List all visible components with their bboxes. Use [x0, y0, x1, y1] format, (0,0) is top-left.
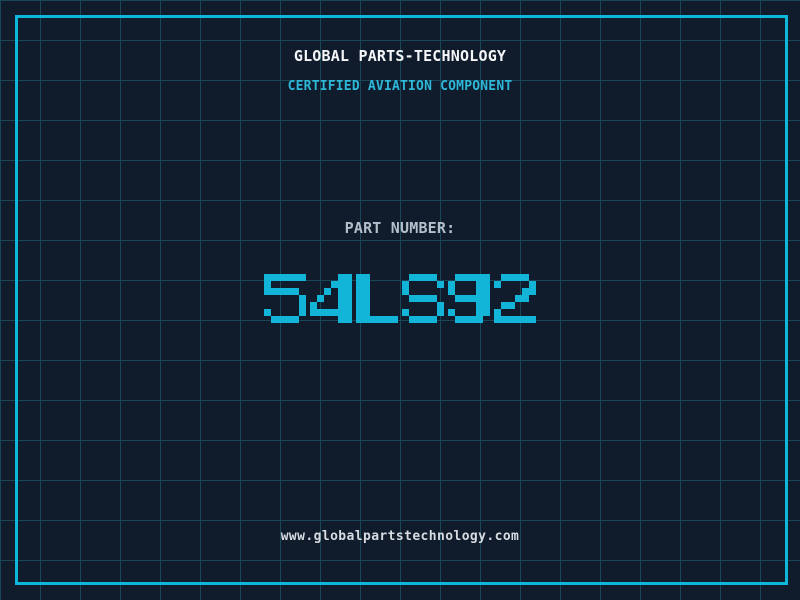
page-subtitle: CERTIFIED AVIATION COMPONENT: [287, 79, 513, 94]
part-number-display: [0, 274, 800, 323]
border-frame: [15, 15, 788, 585]
part-number-label: PART NUMBER:: [344, 219, 456, 237]
website-url: www.globalpartstechnology.com: [280, 529, 520, 544]
page-title: GLOBAL PARTS-TECHNOLOGY: [293, 47, 507, 65]
